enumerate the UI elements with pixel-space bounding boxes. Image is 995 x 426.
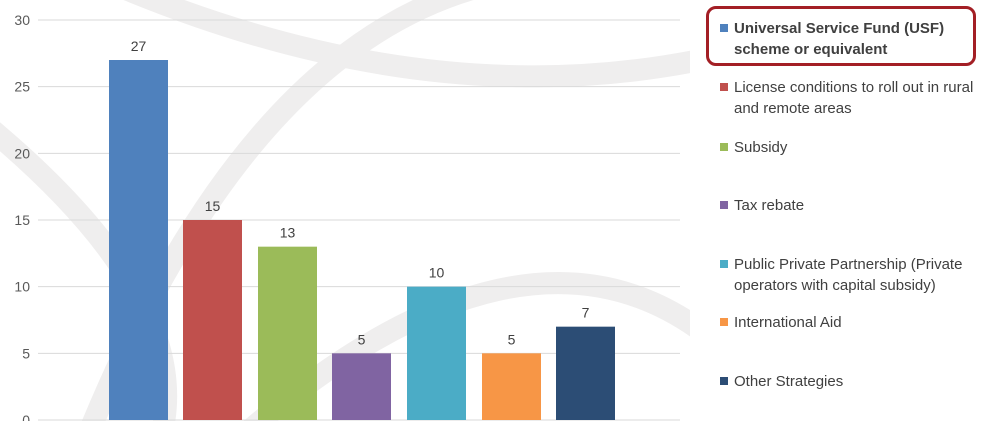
legend-swatch xyxy=(720,83,728,91)
legend-swatch xyxy=(720,318,728,326)
y-tick-label: 10 xyxy=(14,279,30,295)
legend-item: Public Private Partnership (Private oper… xyxy=(720,254,994,296)
legend-item: License conditions to roll out in rural … xyxy=(720,77,994,119)
legend-item: Subsidy xyxy=(720,137,994,158)
legend-swatch xyxy=(720,260,728,268)
legend-label: Universal Service Fund (USF) scheme or e… xyxy=(734,20,945,58)
legend-label: Tax rebate xyxy=(734,197,805,214)
data-label: 5 xyxy=(358,331,366,347)
data-label: 15 xyxy=(205,198,221,214)
data-label: 27 xyxy=(131,38,147,54)
watermark-arc xyxy=(123,0,703,88)
data-label: 13 xyxy=(280,225,296,241)
legend-label: Public Private Partnership (Private oper… xyxy=(734,256,963,294)
data-label: 5 xyxy=(508,331,516,347)
legend-swatch xyxy=(720,201,728,209)
legend-label: Subsidy xyxy=(734,139,788,156)
legend-swatch xyxy=(720,143,728,151)
y-tick-label: 30 xyxy=(14,12,30,28)
bar xyxy=(407,286,466,420)
bar xyxy=(556,326,615,420)
chart-legend: Universal Service Fund (USF) scheme or e… xyxy=(706,0,995,421)
y-tick-label: 25 xyxy=(14,79,30,95)
legend-label: International Aid xyxy=(734,314,842,331)
bar xyxy=(183,220,242,420)
legend-swatch xyxy=(720,24,728,32)
legend-item: International Aid xyxy=(720,312,994,333)
legend-label: License conditions to roll out in rural … xyxy=(734,79,974,117)
legend-item: Universal Service Fund (USF) scheme or e… xyxy=(720,18,994,60)
bar xyxy=(482,353,541,420)
data-label: 7 xyxy=(582,305,590,321)
y-tick-label: 5 xyxy=(22,345,30,361)
legend-highlight-box xyxy=(706,6,976,66)
y-tick-label: 0 xyxy=(22,412,30,421)
chart-canvas: 0 5 10 15 20 25 30 27 15 13 5 10 5 7 xyxy=(0,0,707,426)
bar xyxy=(258,246,317,420)
y-tick-label: 20 xyxy=(14,145,30,161)
bar xyxy=(109,60,168,420)
bar-chart: 0 5 10 15 20 25 30 27 15 13 5 10 5 7 xyxy=(0,0,707,426)
legend-label: Other Strategies xyxy=(734,373,844,390)
bar xyxy=(332,353,391,420)
y-tick-label: 15 xyxy=(14,212,30,228)
legend-swatch xyxy=(720,377,728,385)
legend-item: Tax rebate xyxy=(720,195,994,216)
watermark-arc xyxy=(242,272,707,426)
legend-item: Other Strategies xyxy=(720,371,994,392)
data-label: 10 xyxy=(429,265,445,281)
